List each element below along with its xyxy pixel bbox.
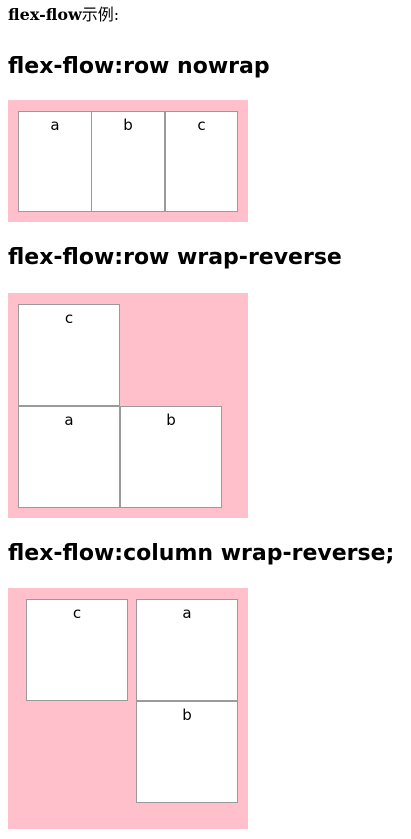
intro-text: flex-flow示例:: [8, 4, 119, 26]
intro-bold: flex-flow: [8, 5, 82, 24]
heading-column-wrap-reverse: flex-flow:column wrap-reverse;: [8, 541, 395, 566]
intro-rest: 示例:: [81, 5, 120, 24]
flex-item: c: [26, 599, 128, 701]
flex-item: b: [91, 111, 165, 212]
flex-item: c: [18, 304, 120, 406]
flex-item: c: [165, 111, 238, 212]
container-row-nowrap: a b c: [8, 100, 248, 222]
flex-item: a: [136, 599, 238, 701]
flex-item: a: [18, 406, 120, 508]
flex-item: b: [120, 406, 222, 508]
container-column-wrap-reverse: c a b: [8, 588, 248, 829]
flex-item: a: [18, 111, 92, 212]
container-row-wrap-reverse: c a b: [8, 293, 248, 518]
heading-row-wrap-reverse: flex-flow:row wrap-reverse: [8, 245, 342, 270]
flex-item: b: [136, 701, 238, 803]
heading-row-nowrap: flex-flow:row nowrap: [8, 54, 270, 79]
